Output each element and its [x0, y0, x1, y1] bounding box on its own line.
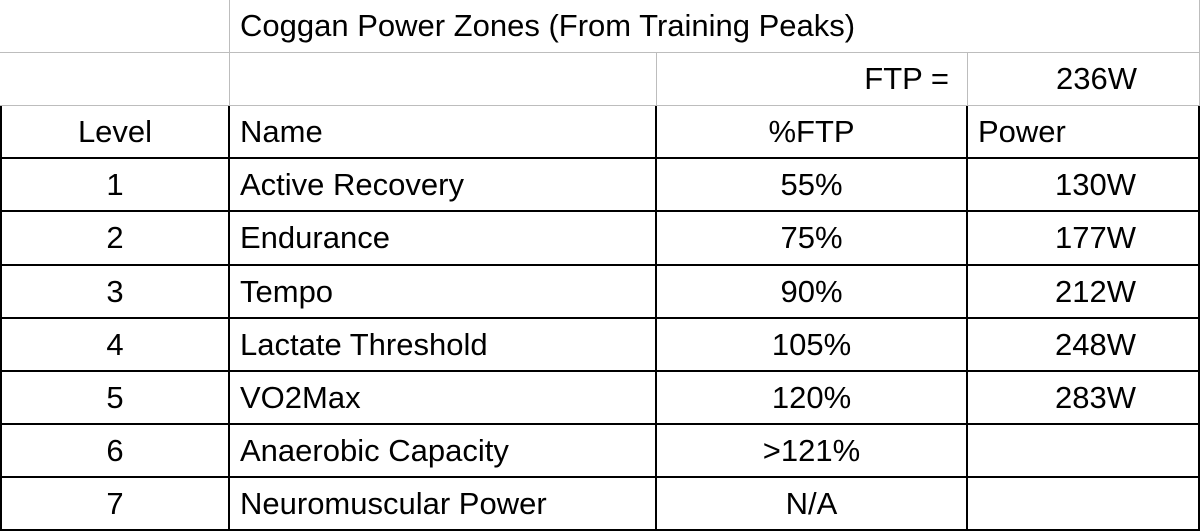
empty-cell — [0, 53, 230, 106]
table-cell: 2 — [0, 212, 230, 266]
table-cell: 130W — [968, 159, 1200, 212]
table-cell: 283W — [968, 372, 1200, 425]
table-cell: VO2Max — [230, 372, 657, 425]
column-header: %FTP — [657, 106, 968, 159]
table-cell: Active Recovery — [230, 159, 657, 212]
empty-cell — [968, 425, 1200, 478]
table-cell: 248W — [968, 319, 1200, 372]
empty-cell — [968, 478, 1200, 531]
table-cell: 7 — [0, 478, 230, 531]
table-cell: N/A — [657, 478, 968, 531]
table-cell: 212W — [968, 266, 1200, 319]
table-cell: 120% — [657, 372, 968, 425]
table-cell: 75% — [657, 212, 968, 266]
empty-cell — [0, 0, 230, 53]
ftp-value: 236W — [968, 53, 1200, 106]
table-cell: 3 — [0, 266, 230, 319]
table-cell: Neuromuscular Power — [230, 478, 657, 531]
table-cell: 6 — [0, 425, 230, 478]
table-cell: Anaerobic Capacity — [230, 425, 657, 478]
ftp-label: FTP = — [657, 53, 968, 106]
table-cell: >121% — [657, 425, 968, 478]
column-header: Name — [230, 106, 657, 159]
table-cell: Lactate Threshold — [230, 319, 657, 372]
column-header: Power — [968, 106, 1200, 159]
table-cell: Endurance — [230, 212, 657, 266]
table-cell: 177W — [968, 212, 1200, 266]
table-cell: Tempo — [230, 266, 657, 319]
table-cell: 55% — [657, 159, 968, 212]
table-cell: 4 — [0, 319, 230, 372]
table-cell: 5 — [0, 372, 230, 425]
column-header: Level — [0, 106, 230, 159]
table-cell: 105% — [657, 319, 968, 372]
table-cell: 1 — [0, 159, 230, 212]
sheet-title: Coggan Power Zones (From Training Peaks) — [230, 0, 1200, 53]
table-cell: 90% — [657, 266, 968, 319]
empty-cell — [230, 53, 657, 106]
